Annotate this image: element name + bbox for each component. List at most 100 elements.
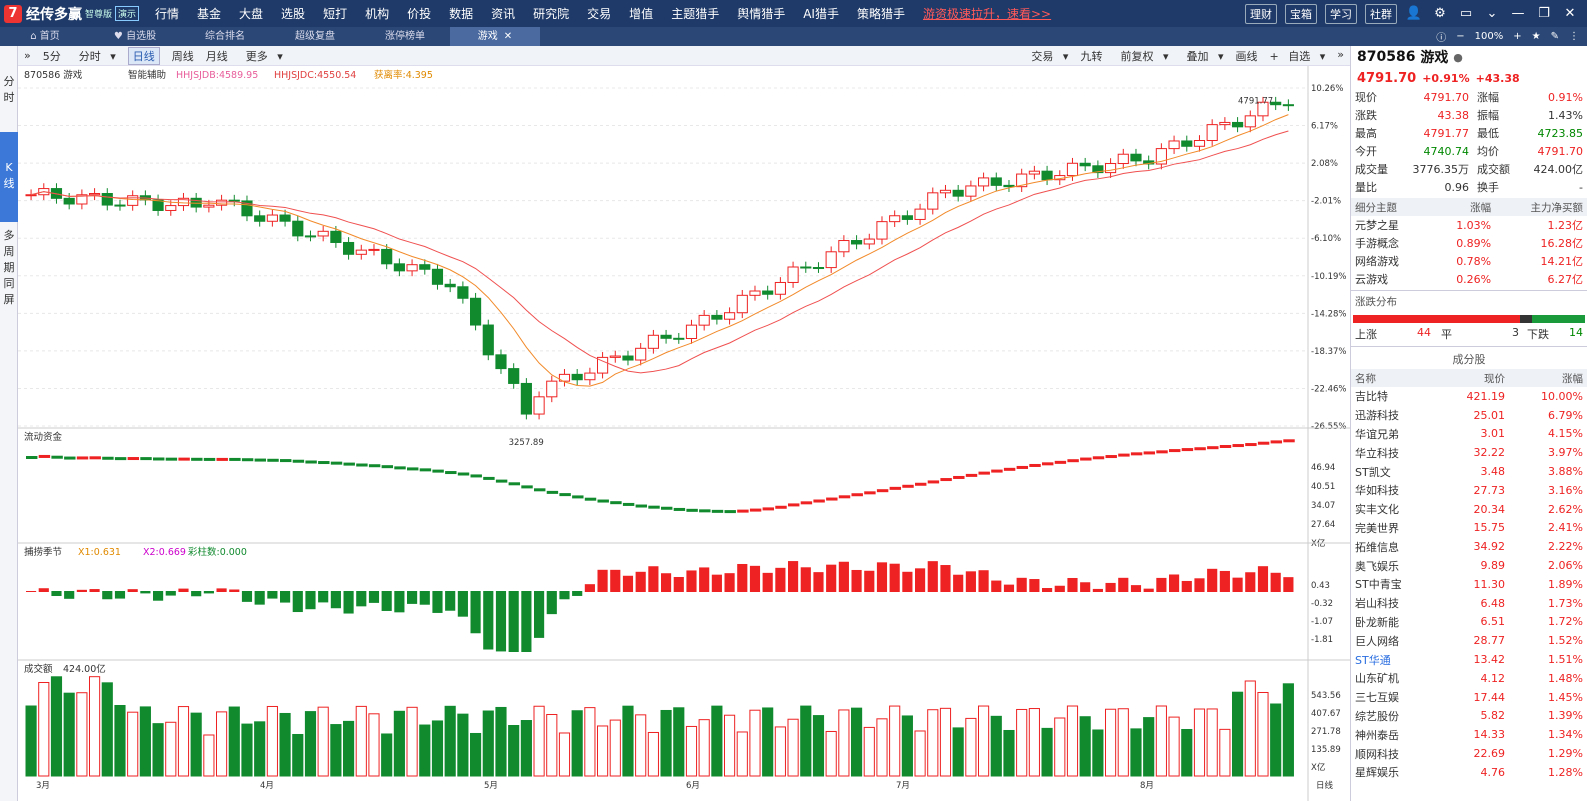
tab-game[interactable]: 游戏 ✕ (450, 27, 540, 46)
menu-item-14[interactable]: AI猎手 (803, 7, 839, 21)
info-icon[interactable]: ⓘ (1436, 33, 1447, 44)
theme-header-cell[interactable]: 主力净买额 (1530, 201, 1584, 214)
overlay-dropdown[interactable]: 叠加 ▾ (1186, 49, 1224, 63)
component-row[interactable]: 神州泰岳 14.33 1.34% (1351, 725, 1587, 744)
jiuzhuan-button[interactable]: 九转 (1080, 49, 1103, 63)
component-row[interactable]: 星辉娱乐 4.76 1.28% (1351, 763, 1587, 782)
component-row[interactable]: 卧龙新能 6.51 1.72% (1351, 613, 1587, 632)
theme-row[interactable]: 网络游戏 0.78% 14.21亿 (1351, 252, 1587, 270)
flow-bar (915, 482, 927, 486)
collapse-icon[interactable]: » (24, 49, 31, 62)
component-row[interactable]: 三七互娱 17.44 1.45% (1351, 688, 1587, 707)
menu-item-7[interactable]: 数据 (449, 7, 474, 21)
menu-item-5[interactable]: 机构 (365, 7, 390, 21)
add-watch-button[interactable]: + 自选 ▾ (1269, 49, 1326, 63)
tab-home[interactable]: ⌂ 首页 (30, 31, 60, 42)
period-daily[interactable]: 日线 (127, 46, 160, 65)
period-more[interactable]: 更多 ▾ (245, 49, 283, 63)
tab-limitup[interactable]: 涨停榜单 (360, 27, 450, 46)
components-header-cell[interactable]: 现价 (1484, 372, 1505, 385)
tab-watchlist[interactable]: ♥ 自选股 (113, 31, 157, 42)
top-button-shequn[interactable]: 社群 (1365, 3, 1397, 24)
period-5min[interactable]: 5分 (42, 49, 61, 63)
kline-chart[interactable]: 870586 游戏 智能辅助 HHJSJDB:4589.95 HHJSJDC:4550… (18, 66, 1350, 801)
menu-item-15[interactable]: 策略猎手 (856, 7, 905, 21)
flow-bar (584, 497, 597, 501)
window-icon[interactable]: ▭ (1459, 6, 1473, 21)
user-icon[interactable]: 👤 (1405, 6, 1423, 21)
trade-dropdown[interactable]: 交易 ▾ (1031, 49, 1069, 63)
menu-item-9[interactable]: 研究院 (533, 7, 570, 21)
theme-header-cell[interactable]: 涨幅 (1470, 201, 1492, 214)
component-row[interactable]: 迅游科技 25.01 6.79% (1351, 406, 1587, 425)
zoom-in-icon[interactable]: + (1513, 31, 1522, 42)
top-button-licai[interactable]: 理财 (1245, 3, 1277, 24)
menu-item-12[interactable]: 主题猎手 (671, 7, 720, 21)
close-tab-icon[interactable]: ✕ (503, 31, 513, 42)
tab-label: 涨停榜单 (385, 31, 425, 42)
period-fenshi[interactable]: 分时 ▾ (78, 49, 116, 63)
component-row[interactable]: 岩山科技 6.48 1.73% (1351, 594, 1587, 613)
draw-line-button[interactable]: 画线 (1235, 49, 1258, 63)
zoom-out-icon[interactable]: − (1456, 31, 1465, 42)
pen-icon[interactable]: ✎ (1550, 31, 1559, 42)
menu-item-8[interactable]: 资讯 (491, 7, 516, 21)
flow-bar (711, 509, 724, 513)
menu-item-13[interactable]: 舆情猎手 (737, 7, 786, 21)
menu-item-1[interactable]: 基金 (197, 7, 222, 21)
menu-item-10[interactable]: 交易 (587, 7, 612, 21)
component-row[interactable]: 完美世界 15.75 2.41% (1351, 519, 1587, 538)
components-header-cell[interactable]: 名称 (1355, 372, 1376, 385)
component-row[interactable]: 综艺股份 5.82 1.39% (1351, 707, 1587, 726)
menu-item-0[interactable]: 行情 (155, 7, 180, 21)
close-icon[interactable]: ✕ (1564, 6, 1576, 21)
top-button-baoxiang[interactable]: 宝箱 (1285, 3, 1317, 24)
component-row[interactable]: 华谊兄弟 3.01 4.15% (1351, 425, 1587, 444)
menu-item-11[interactable]: 增值 (629, 7, 654, 21)
adjust-dropdown[interactable]: 前复权 ▾ (1120, 49, 1169, 63)
gear-icon[interactable]: ⚙ (1434, 6, 1446, 21)
component-row[interactable]: 吉比特 421.19 10.00% (1351, 387, 1587, 406)
components-header-cell[interactable]: 涨幅 (1562, 372, 1583, 385)
component-row[interactable]: ST中青宝 11.30 1.89% (1351, 575, 1587, 594)
chart-toolbar: » 5分 分时 ▾ 日线 周线 月线 更多 ▾ 交易 ▾ 九转 前复权 ▾ 叠加… (18, 46, 1350, 66)
app-logo[interactable]: 7 经传多赢 智尊版 演示 (0, 4, 146, 24)
info-icon[interactable]: ● (1453, 50, 1463, 64)
menu-item-4[interactable]: 短打 (323, 7, 348, 21)
nav-kline[interactable]: K线 (0, 132, 18, 222)
component-row[interactable]: 实丰文化 20.34 2.62% (1351, 500, 1587, 519)
more-icon[interactable]: ⋮ (1569, 31, 1579, 42)
menu-item-6[interactable]: 价投 (407, 7, 432, 21)
tab-ranking[interactable]: 综合排名 (180, 27, 270, 46)
component-row[interactable]: 华立科技 32.22 3.97% (1351, 443, 1587, 462)
theme-row[interactable]: 云游戏 0.26% 6.27亿 (1351, 270, 1587, 288)
period-monthly[interactable]: 月线 (205, 49, 228, 63)
theme-row[interactable]: 元梦之星 1.03% 1.23亿 (1351, 216, 1587, 234)
star-icon[interactable]: ★ (1531, 31, 1541, 42)
volume-bar (1143, 717, 1155, 777)
component-row[interactable]: ST凯文 3.48 3.88% (1351, 462, 1587, 481)
promo-link[interactable]: 游资极速拉升，速看>> (922, 7, 1052, 21)
component-row[interactable]: 奥飞娱乐 9.89 2.06% (1351, 556, 1587, 575)
restore-icon[interactable]: ❐ (1538, 6, 1550, 21)
tab-review[interactable]: 超级复盘 (270, 27, 360, 46)
component-row[interactable]: 拓维信息 34.92 2.22% (1351, 537, 1587, 556)
candle-body (1193, 140, 1206, 147)
chevron-down-icon[interactable]: ⌄ (1486, 6, 1498, 21)
menu-item-2[interactable]: 大盘 (239, 7, 264, 21)
component-row[interactable]: 巨人网络 28.77 1.52% (1351, 631, 1587, 650)
theme-row[interactable]: 手游概念 0.89% 16.28亿 (1351, 234, 1587, 252)
component-row[interactable]: 顺网科技 22.69 1.29% (1351, 744, 1587, 763)
component-row[interactable]: ST华通 13.42 1.51% (1351, 650, 1587, 669)
theme-header-cell[interactable]: 细分主题 (1355, 201, 1397, 214)
top-button-xuexi[interactable]: 学习 (1325, 3, 1357, 24)
nav-multi-period[interactable]: 多周期同屏 (3, 229, 15, 306)
component-row[interactable]: 山东矿机 4.12 1.48% (1351, 669, 1587, 688)
expand-icon[interactable]: » (1337, 47, 1344, 61)
period-weekly[interactable]: 周线 (171, 49, 194, 63)
components-table: 名称 现价 涨幅吉比特 421.19 10.00% 迅游科技 25.01 6.79% 华谊兄弟 3… (1351, 369, 1587, 782)
component-row[interactable]: 华如科技 27.73 3.16% (1351, 481, 1587, 500)
menu-item-3[interactable]: 选股 (281, 7, 306, 21)
minimize-icon[interactable]: — (1511, 6, 1525, 21)
nav-fenshi[interactable]: 分时 (3, 75, 15, 104)
